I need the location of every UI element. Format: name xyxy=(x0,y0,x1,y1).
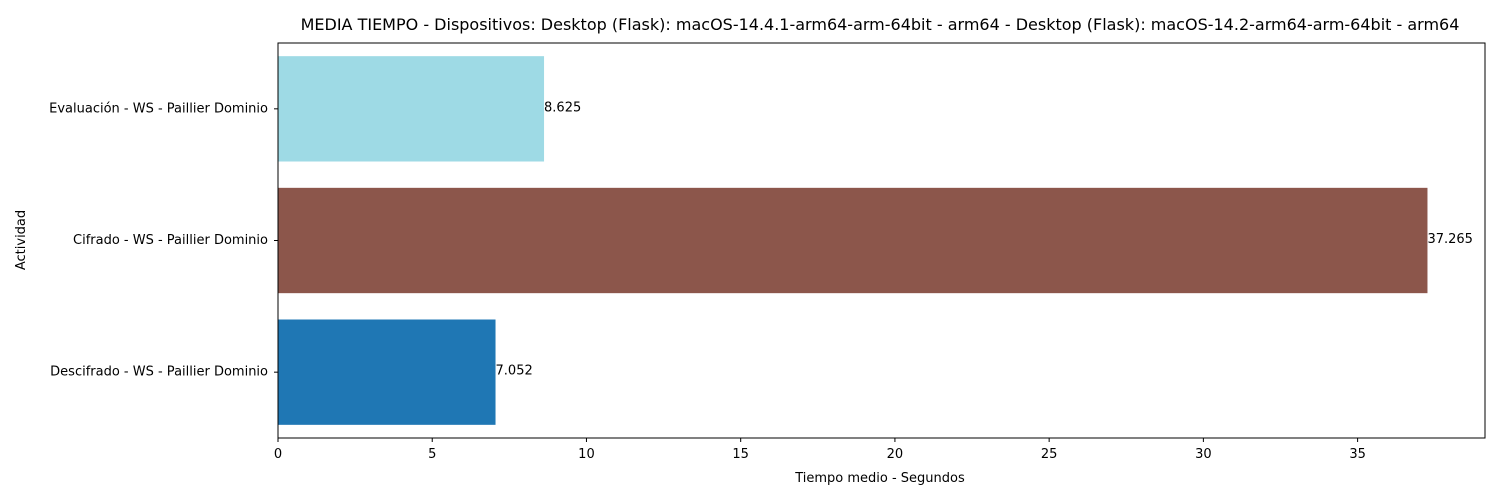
x-tick-label-1: 0 xyxy=(274,447,282,462)
chart-title: MEDIA TIEMPO - Dispositivos: Desktop (Fl… xyxy=(301,15,1460,34)
plot-area: 7.052 Descifrado - WS - Paillier Dominio 3… xyxy=(49,42,1486,462)
x-tick-label-6: 25 xyxy=(1041,447,1058,462)
x-tick-label-2: 5 xyxy=(428,447,436,462)
x-tick-label-8: 35 xyxy=(1349,447,1366,462)
bar-1 xyxy=(278,319,496,425)
bar-2 xyxy=(278,187,1428,294)
x-tick-label-4: 15 xyxy=(732,447,749,462)
x-tick-label-5: 20 xyxy=(887,447,904,462)
x-tick-label-3: 10 xyxy=(578,447,595,462)
y-tick-label-2: Cifrado - WS - Paillier Dominio xyxy=(73,233,268,248)
data-label-3: 8.625 xyxy=(544,100,581,115)
x-axis-label: Tiempo medio - Segundos xyxy=(794,471,965,486)
y-tick-label-3: Evaluación - WS - Paillier Dominio xyxy=(49,101,268,116)
y-tick-label-1: Descifrado - WS - Paillier Dominio xyxy=(50,365,268,380)
axes-frame xyxy=(277,42,1486,439)
data-label-1: 7.052 xyxy=(496,364,533,379)
bar-3 xyxy=(278,56,545,162)
x-tick-label-7: 30 xyxy=(1195,447,1212,462)
data-label-2: 37.265 xyxy=(1427,232,1473,247)
y-axis-label: Actividad xyxy=(14,210,29,270)
